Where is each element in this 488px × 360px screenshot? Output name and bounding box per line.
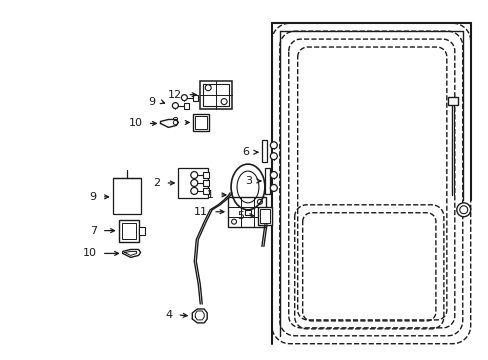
Bar (227, 197, 265, 227)
Bar (119, 220, 138, 242)
Bar (203, 188, 209, 194)
Circle shape (190, 180, 197, 186)
Text: 6: 6 (242, 147, 248, 157)
Text: 7: 7 (89, 226, 97, 235)
Circle shape (190, 172, 197, 179)
Bar (244, 210, 250, 215)
Bar (260, 209, 269, 223)
Circle shape (459, 206, 467, 214)
Bar (193, 95, 198, 100)
Bar (184, 103, 189, 109)
Circle shape (270, 153, 277, 159)
Bar (203, 84, 228, 105)
Text: 2: 2 (153, 178, 160, 188)
Circle shape (270, 172, 277, 179)
Bar (262, 140, 266, 162)
Circle shape (221, 99, 226, 105)
Text: 10: 10 (128, 118, 142, 129)
Text: 9: 9 (89, 192, 97, 202)
Circle shape (270, 184, 277, 192)
Circle shape (181, 95, 187, 100)
Text: 5: 5 (237, 211, 244, 221)
Bar (203, 180, 209, 186)
Circle shape (456, 203, 470, 217)
Text: 11: 11 (194, 207, 208, 217)
Bar (447, 96, 457, 105)
Text: 1: 1 (207, 190, 214, 200)
Bar (122, 223, 135, 239)
Text: 4: 4 (165, 310, 172, 320)
Text: 9: 9 (148, 96, 155, 107)
Bar (138, 227, 144, 235)
Bar (200, 81, 232, 109)
Circle shape (205, 85, 211, 91)
Bar (195, 116, 207, 129)
Circle shape (231, 219, 236, 224)
Text: 12: 12 (168, 90, 182, 100)
Bar (203, 172, 209, 178)
Text: 8: 8 (171, 117, 178, 127)
Bar (178, 168, 208, 198)
Text: 10: 10 (82, 248, 97, 258)
Bar (257, 207, 271, 225)
Circle shape (257, 199, 262, 204)
Bar (264, 168, 269, 194)
Bar (193, 113, 209, 131)
Text: 3: 3 (244, 176, 251, 186)
Circle shape (270, 142, 277, 149)
Bar (113, 178, 141, 214)
Circle shape (190, 188, 197, 194)
Circle shape (172, 103, 178, 109)
